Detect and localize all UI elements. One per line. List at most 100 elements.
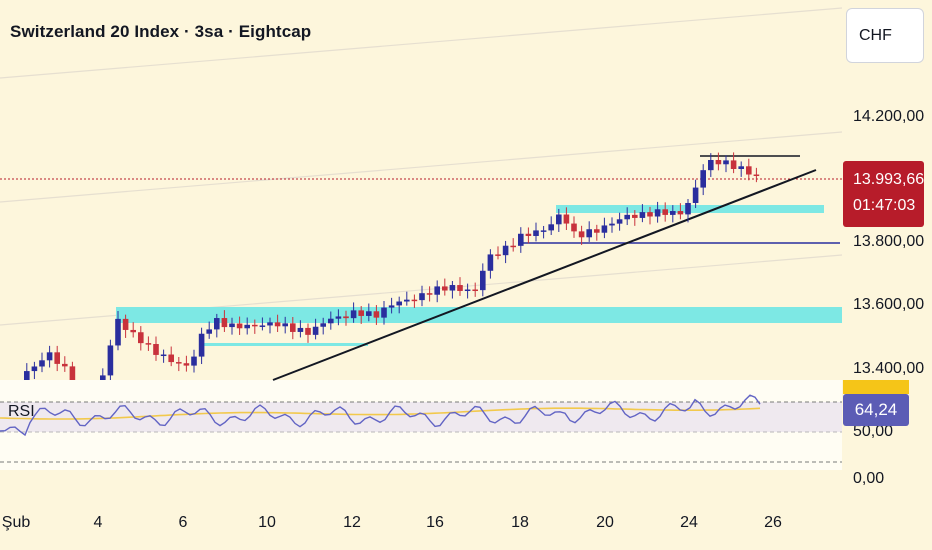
candle-body: [24, 371, 30, 380]
candle-body: [616, 219, 623, 224]
candle-body: [229, 323, 235, 328]
candle-body: [434, 286, 440, 295]
candle-body: [122, 318, 129, 330]
candle-body: [533, 230, 539, 236]
candle-body: [244, 324, 250, 329]
candle-body: [723, 160, 729, 165]
candle-body: [267, 322, 273, 326]
candle-body: [297, 327, 304, 332]
candle-body: [677, 211, 684, 215]
candle-body: [404, 299, 410, 302]
time-axis-label: 10: [258, 514, 276, 531]
candle-body: [464, 289, 471, 292]
candle-body: [183, 363, 190, 366]
candle-body: [31, 366, 38, 372]
time-axis-label: 26: [764, 514, 782, 531]
time-axis-label: 6: [178, 514, 188, 531]
candle-body: [730, 160, 737, 169]
current-price-tag: 13.993,66 01:47:03: [843, 161, 924, 227]
candle-body: [624, 214, 630, 220]
price-axis-label-13600: 13.600,00: [853, 296, 925, 313]
candle-body: [145, 343, 152, 345]
candle-body: [715, 160, 722, 165]
candle-body: [252, 324, 258, 327]
candle-body: [449, 285, 456, 291]
candle-body: [426, 293, 433, 295]
candle-body: [236, 323, 243, 329]
rsi-ma-tag: [843, 380, 909, 394]
candle-body: [312, 326, 319, 335]
candle-body: [556, 214, 562, 225]
candle-body: [670, 211, 676, 215]
candle-body: [168, 354, 174, 363]
candle-body: [609, 223, 615, 226]
candle-body: [495, 254, 501, 256]
candle-body: [259, 325, 266, 327]
candle-body: [708, 160, 714, 171]
candle-body: [274, 322, 281, 327]
rsi-ma-line: [0, 407, 761, 420]
candle-body: [130, 329, 136, 333]
candle-body: [685, 202, 691, 215]
candles: [24, 152, 760, 380]
candle-body: [518, 233, 524, 246]
candle-body: [594, 229, 600, 233]
candle-body: [647, 212, 653, 217]
candle-body: [160, 354, 167, 357]
candle-body: [328, 318, 334, 324]
channel-line-top: [0, 7, 843, 79]
currency-button[interactable]: CHF: [846, 8, 924, 63]
rsi-lines: [0, 394, 761, 437]
candle-body: [282, 323, 288, 327]
candle-body: [366, 311, 372, 316]
candle-body: [191, 356, 197, 366]
rsi-indicator-label[interactable]: RSI: [8, 403, 35, 420]
current-price-value: 13.993,66: [853, 171, 925, 188]
candle-body: [305, 327, 311, 335]
candle-body: [176, 362, 182, 364]
rsi-axis-label-0: 0,00: [853, 470, 885, 487]
candle-body: [214, 318, 220, 330]
candle-body: [373, 311, 380, 318]
price-axis-label-13800: 13.800,00: [853, 233, 925, 250]
candle-body: [746, 166, 752, 175]
candle-body: [662, 209, 668, 215]
candle-body: [563, 214, 570, 224]
candle-body: [419, 293, 425, 301]
candle-body: [738, 166, 744, 169]
currency-label: CHF: [859, 26, 892, 44]
trend-line: [272, 169, 817, 381]
support-zone-small: [200, 343, 368, 346]
candle-body: [290, 323, 296, 332]
candle-body: [548, 224, 554, 231]
time-axis-label: Şub: [1, 514, 31, 531]
chart-title: Switzerland 20 Index · 3sa · Eightcap: [10, 22, 312, 41]
candle-body: [571, 223, 577, 232]
candle-body: [525, 233, 532, 236]
candle-body: [46, 352, 53, 361]
candle-body: [457, 285, 463, 291]
rsi-line: [0, 394, 761, 437]
candle-body: [753, 174, 760, 177]
time-axis-label: 4: [93, 514, 103, 531]
candle-body: [100, 375, 106, 380]
price-axis-label-13400: 13.400,00: [853, 360, 925, 377]
time-axis-label: 12: [343, 514, 361, 531]
candle-body: [586, 229, 592, 238]
bar-countdown: 01:47:03: [853, 197, 916, 214]
candle-body: [510, 245, 516, 248]
candle-body: [343, 316, 349, 319]
candle-body: [107, 345, 114, 376]
channel-line-mid: [0, 131, 843, 203]
candle-body: [381, 307, 387, 318]
candle-body: [388, 305, 395, 308]
candle-body: [540, 230, 547, 232]
candle-body: [639, 212, 646, 218]
candle-body: [442, 286, 448, 291]
time-axis-label: 16: [426, 514, 444, 531]
candle-body: [198, 333, 205, 357]
time-axis-label: 18: [511, 514, 529, 531]
candle-body: [700, 170, 706, 188]
